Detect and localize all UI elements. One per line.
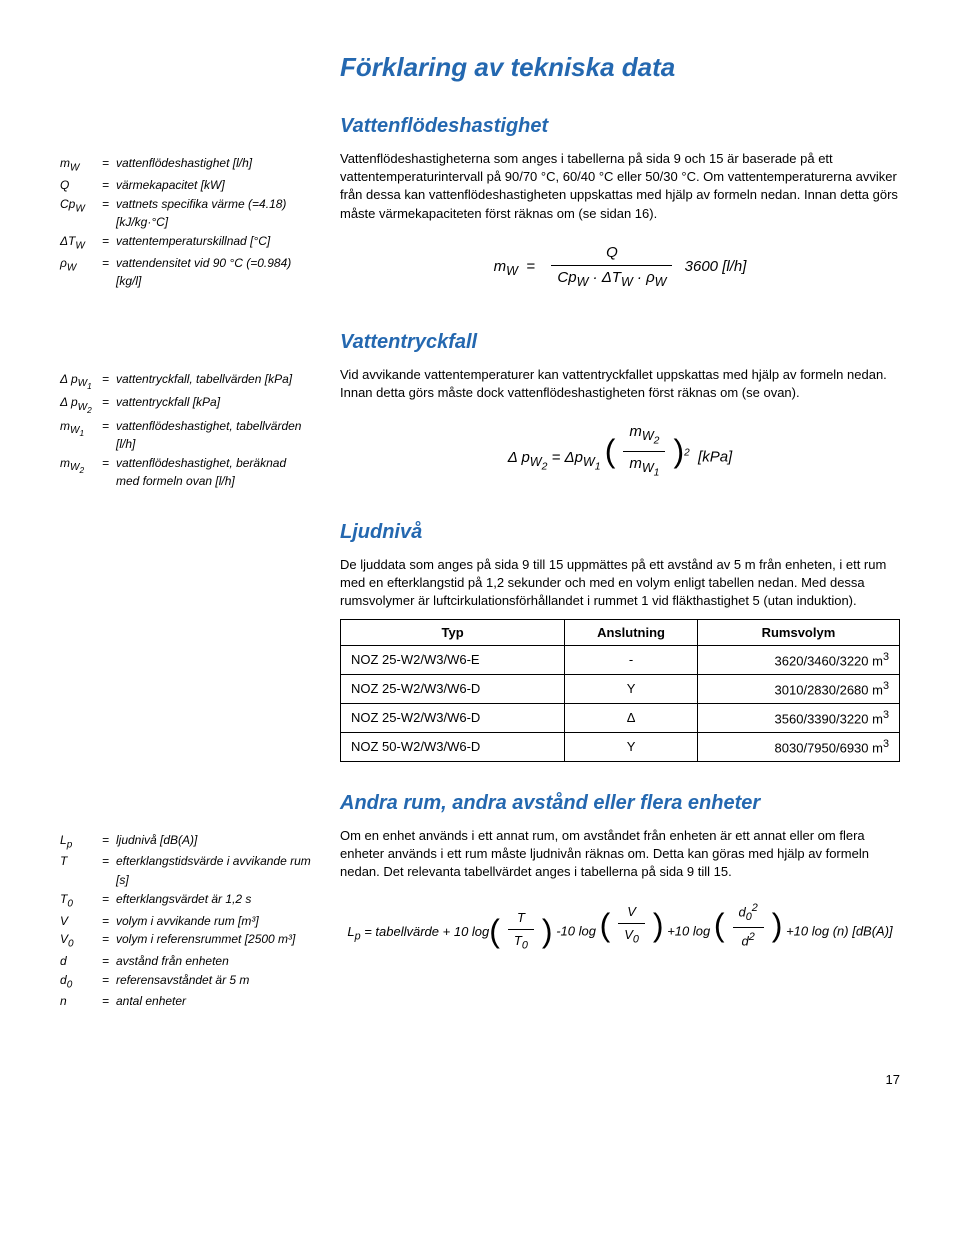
table-cell: - xyxy=(565,646,698,675)
definition-row: Q=värmekapacitet [kW] xyxy=(60,176,312,195)
table-cell: NOZ 50-W2/W3/W6-D xyxy=(341,732,565,761)
table-cell: 3560/3390/3220 m3 xyxy=(697,703,899,732)
table-cell: NOZ 25-W2/W3/W6-D xyxy=(341,703,565,732)
table-header: Anslutning xyxy=(565,619,698,646)
pressure-definitions: Δ pW1=vattentryckfall, tabellvärden [kPa… xyxy=(60,366,312,491)
table-cell: Y xyxy=(565,732,698,761)
pressure-body: Vid avvikande vattentemperaturer kan vat… xyxy=(340,366,900,402)
flow-formula: mW = Q CpW · ΔTW · ρW 3600 [l/h] xyxy=(340,243,900,291)
page-number: 17 xyxy=(60,1071,900,1089)
table-header: Typ xyxy=(341,619,565,646)
definition-row: T=efterklangs­tidsvärde i avvikande rum … xyxy=(60,852,312,889)
page-title: Förklaring av tekniska data xyxy=(340,50,900,85)
table-row: NOZ 25-W2/W3/W6-DY3010/2830/2680 m3 xyxy=(341,674,900,703)
section-title-other: Andra rum, andra avstånd eller flera enh… xyxy=(340,790,900,817)
section-title-sound: Ljudnivå xyxy=(340,519,900,546)
sound-body: De ljuddata som anges på sida 9 till 15 … xyxy=(340,556,900,611)
table-cell: NOZ 25-W2/W3/W6-E xyxy=(341,646,565,675)
other-formula: Lp = tabellvärde + 10 log ( TT0 ) -10 lo… xyxy=(340,901,900,953)
definition-row: Δ pW2=vattentryckfall [kPa] xyxy=(60,393,312,416)
sound-table: TypAnslutningRumsvolym NOZ 25-W2/W3/W6-E… xyxy=(340,619,900,762)
definition-row: CpW=vattnets specifika värme (=4.18) [kJ… xyxy=(60,195,312,232)
definition-row: mW1=vattenflödeshastighet, tabellvärden … xyxy=(60,417,312,454)
other-definitions: Lp=ljudnivå [dB(A)]T=efterklangs­tidsvär… xyxy=(60,827,312,1012)
section-title-pressure: Vattentryckfall xyxy=(340,329,900,356)
table-cell: 3620/3460/3220 m3 xyxy=(697,646,899,675)
definition-row: Δ pW1=vattentryckfall, tabellvärden [kPa… xyxy=(60,370,312,393)
definition-row: ΔTW=vattentemperaturskillnad [°C] xyxy=(60,232,312,254)
table-row: NOZ 50-W2/W3/W6-DY8030/7950/6930 m3 xyxy=(341,732,900,761)
definition-row: mW2=vattenflödeshastighet, beräknad med … xyxy=(60,454,312,491)
definition-row: n=antal enheter xyxy=(60,992,312,1011)
flow-body: Vattenflödeshastigheterna som anges i ta… xyxy=(340,150,900,223)
other-body: Om en enhet används i ett annat rum, om … xyxy=(340,827,900,882)
table-cell: NOZ 25-W2/W3/W6-D xyxy=(341,674,565,703)
definition-row: d0=referens­avståndet är 5 m xyxy=(60,971,312,993)
table-cell: Δ xyxy=(565,703,698,732)
definition-row: V0=volym i referens­rummet [2500 m³] xyxy=(60,930,312,952)
definition-row: T0=efterklangs­värdet är 1,2 s xyxy=(60,890,312,912)
table-cell: Y xyxy=(565,674,698,703)
definition-row: Lp=ljudnivå [dB(A)] xyxy=(60,831,312,853)
pressure-formula: Δ pW2 = ΔpW1 ( mW2 mW1 ) 2 [kPa] xyxy=(340,422,900,480)
table-row: NOZ 25-W2/W3/W6-E-3620/3460/3220 m3 xyxy=(341,646,900,675)
table-row: NOZ 25-W2/W3/W6-DΔ3560/3390/3220 m3 xyxy=(341,703,900,732)
definition-row: ρW=vattendensitet vid 90 °C (=0.984) [kg… xyxy=(60,254,312,291)
table-cell: 3010/2830/2680 m3 xyxy=(697,674,899,703)
table-header: Rumsvolym xyxy=(697,619,899,646)
flow-definitions: mW=vattenflödeshastighet [l/h]Q=värmekap… xyxy=(60,150,312,301)
definition-row: V=volym i avvikande rum [m³] xyxy=(60,912,312,931)
section-title-flow: Vattenflödeshastighet xyxy=(340,113,900,140)
table-cell: 8030/7950/6930 m3 xyxy=(697,732,899,761)
definition-row: d=avstånd från enheten xyxy=(60,952,312,971)
definition-row: mW=vattenflödeshastighet [l/h] xyxy=(60,154,312,176)
